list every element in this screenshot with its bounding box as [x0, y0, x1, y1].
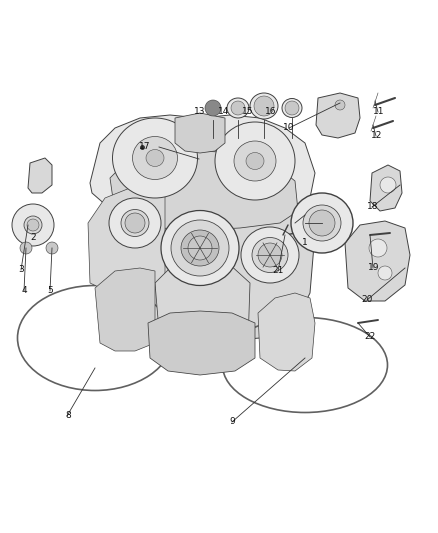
Text: 13: 13: [194, 108, 205, 116]
Circle shape: [285, 101, 299, 115]
Text: 2: 2: [30, 233, 35, 241]
Circle shape: [369, 239, 387, 257]
Ellipse shape: [250, 93, 278, 119]
Ellipse shape: [161, 211, 239, 286]
Polygon shape: [95, 181, 315, 343]
Text: 4: 4: [21, 286, 27, 295]
Ellipse shape: [303, 205, 341, 241]
Text: 12: 12: [371, 132, 382, 140]
Ellipse shape: [246, 152, 264, 169]
Polygon shape: [345, 221, 410, 301]
Ellipse shape: [291, 193, 353, 253]
Circle shape: [335, 100, 345, 110]
Polygon shape: [148, 311, 255, 375]
Ellipse shape: [121, 209, 149, 237]
Text: 9: 9: [229, 417, 235, 425]
Text: 3: 3: [18, 265, 24, 273]
Text: 16: 16: [265, 108, 276, 116]
Ellipse shape: [181, 230, 219, 266]
Polygon shape: [95, 268, 155, 351]
Circle shape: [258, 243, 282, 267]
Ellipse shape: [234, 141, 276, 181]
Ellipse shape: [24, 216, 42, 234]
Circle shape: [125, 213, 145, 233]
Text: 1: 1: [301, 238, 307, 247]
Text: 18: 18: [367, 203, 378, 211]
Ellipse shape: [133, 136, 177, 180]
Polygon shape: [155, 258, 250, 355]
Text: 11: 11: [373, 108, 385, 116]
Text: 15: 15: [242, 108, 253, 116]
Text: 8: 8: [65, 411, 71, 420]
Text: 14: 14: [218, 108, 229, 116]
Polygon shape: [88, 185, 165, 293]
Text: 17: 17: [139, 142, 150, 151]
Ellipse shape: [227, 98, 249, 118]
Polygon shape: [110, 151, 298, 230]
Text: 10: 10: [283, 124, 295, 132]
Circle shape: [27, 219, 39, 231]
Polygon shape: [90, 115, 315, 225]
Circle shape: [309, 210, 335, 236]
Ellipse shape: [146, 149, 164, 166]
Text: 22: 22: [364, 333, 376, 341]
Circle shape: [380, 177, 396, 193]
Circle shape: [20, 242, 32, 254]
Circle shape: [254, 96, 274, 116]
Text: 19: 19: [368, 263, 379, 272]
Circle shape: [378, 266, 392, 280]
Ellipse shape: [215, 122, 295, 200]
Ellipse shape: [109, 198, 161, 248]
Text: 5: 5: [47, 286, 53, 295]
Polygon shape: [28, 158, 52, 193]
Circle shape: [205, 100, 221, 116]
Polygon shape: [370, 165, 402, 211]
Ellipse shape: [282, 99, 302, 117]
Circle shape: [231, 101, 245, 115]
Ellipse shape: [171, 220, 229, 276]
Ellipse shape: [241, 227, 299, 283]
Ellipse shape: [12, 204, 54, 246]
Circle shape: [188, 236, 212, 260]
Polygon shape: [175, 113, 225, 153]
Polygon shape: [258, 293, 315, 371]
Ellipse shape: [252, 238, 288, 272]
Text: 20: 20: [361, 295, 373, 304]
Polygon shape: [316, 93, 360, 138]
Ellipse shape: [113, 118, 198, 198]
Text: 21: 21: [272, 266, 284, 275]
Circle shape: [46, 242, 58, 254]
